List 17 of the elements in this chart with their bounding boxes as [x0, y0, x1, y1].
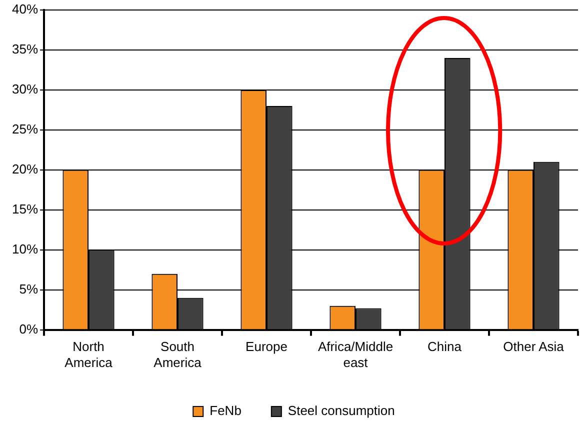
x-tick-label: North America [64, 339, 114, 370]
x-tick-label: China [428, 339, 462, 354]
y-tick-label: 25% [12, 122, 38, 137]
x-tick-label: Other Asia [503, 339, 565, 354]
legend-label: Steel consumption [288, 403, 395, 418]
y-tick-label: 15% [12, 201, 38, 216]
y-tick-label: 40% [12, 2, 38, 17]
y-tick-label: 5% [19, 281, 38, 296]
y-tick-label: 35% [12, 42, 38, 57]
legend-label: FeNb [210, 403, 242, 418]
x-tick-label: Europe [246, 339, 288, 354]
x-tick-label: Africa/Middle east [318, 339, 394, 370]
y-tick-label: 0% [19, 321, 38, 336]
y-tick-label: 10% [12, 241, 38, 256]
y-tick-label: 20% [12, 161, 38, 176]
y-tick-label: 30% [12, 82, 38, 97]
x-tick-label: South America [154, 339, 202, 370]
